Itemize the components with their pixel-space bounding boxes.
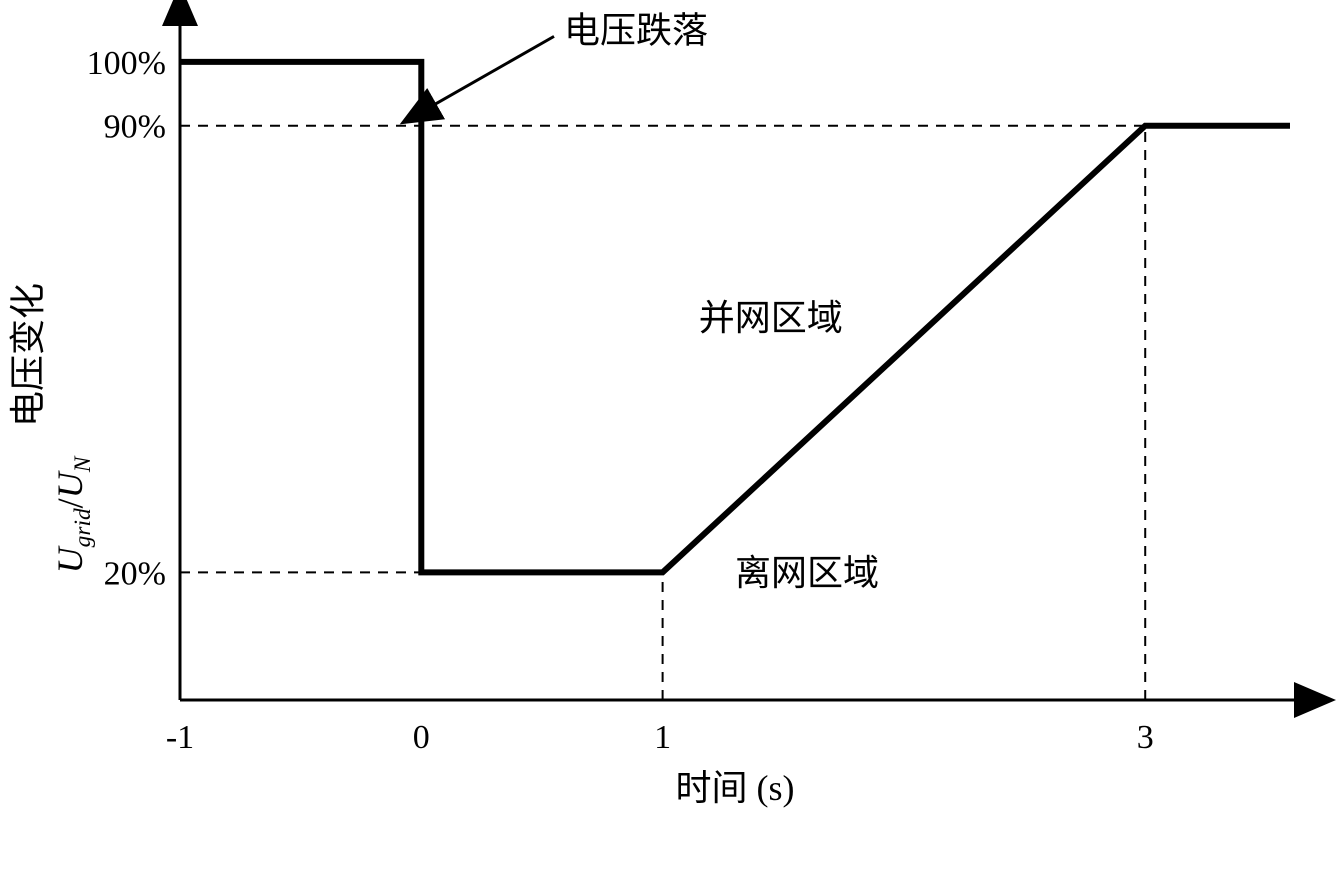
x-axis-label: 时间 (s) [676, 768, 795, 808]
annotation-voltage-dip: 电压跌落 [564, 10, 708, 50]
y-tick-label: 90% [104, 109, 166, 146]
annotation-arrow [431, 36, 554, 106]
annotation-grid-region: 并网区域 [699, 298, 843, 338]
y-axis-label-1: 电压变化 [8, 283, 48, 427]
y-tick-label: 100% [87, 45, 166, 82]
y-axis-label-2: Ugrid/UN [50, 455, 96, 573]
annotation-offgrid-region: 离网区域 [735, 553, 879, 593]
x-tick-label: 0 [413, 719, 430, 756]
x-tick-label: 3 [1137, 719, 1154, 756]
lvrt-chart: -1 0 1 3 20% 90% 100% 时间 (s) 电压变化Ugrid/UN 电压跌落并网区… [0, 0, 1338, 875]
x-tick-label: 1 [654, 719, 671, 756]
x-tick-label: -1 [166, 719, 194, 756]
y-tick-label: 20% [104, 555, 166, 592]
